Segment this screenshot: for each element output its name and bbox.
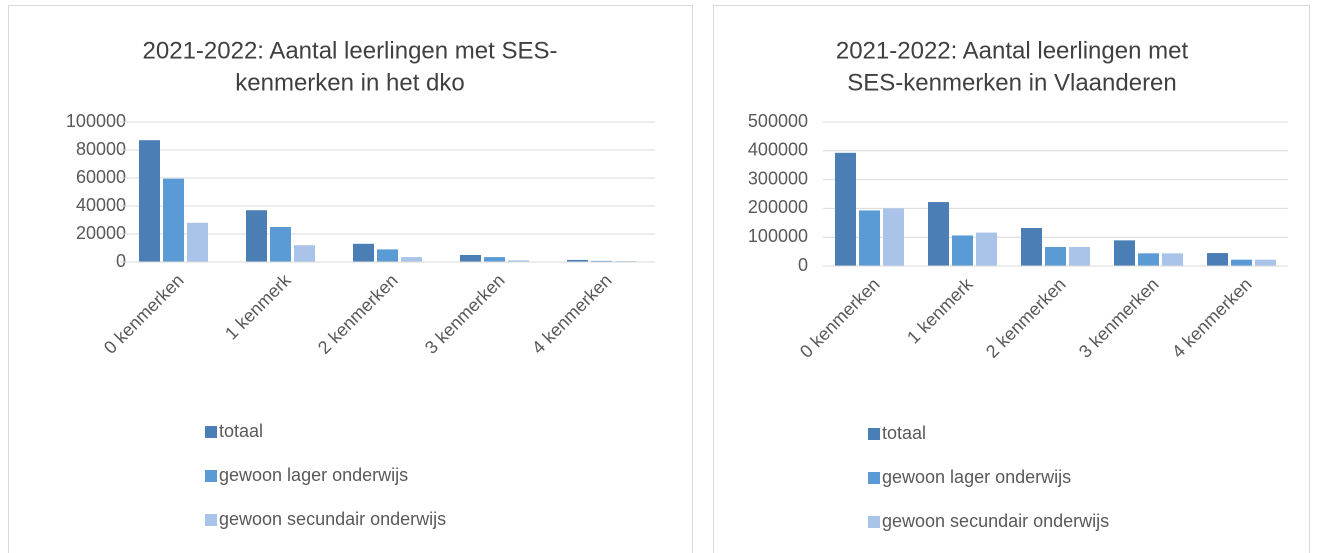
bar bbox=[377, 249, 398, 262]
chart-frame bbox=[8, 5, 693, 553]
y-tick-label: 80000 bbox=[76, 139, 126, 159]
bar bbox=[928, 202, 949, 266]
y-tick-label: 60000 bbox=[76, 167, 126, 187]
y-tick-label: 0 bbox=[116, 251, 126, 271]
bar bbox=[1114, 240, 1135, 266]
y-tick-label: 100000 bbox=[748, 226, 808, 246]
bar bbox=[835, 152, 856, 266]
chart-title: SES-kenmerken in Vlaanderen bbox=[847, 69, 1177, 96]
bar bbox=[952, 235, 973, 266]
y-tick-label: 300000 bbox=[748, 168, 808, 188]
bar bbox=[246, 210, 267, 262]
chart-title: 2021-2022: Aantal leerlingen met bbox=[836, 37, 1189, 64]
bar bbox=[859, 210, 880, 266]
bar bbox=[163, 178, 184, 262]
bar bbox=[1162, 253, 1183, 266]
legend-label: gewoon lager onderwijs bbox=[882, 467, 1071, 487]
bar bbox=[567, 259, 588, 262]
legend-label: gewoon secundair onderwijs bbox=[882, 511, 1109, 531]
bar bbox=[508, 260, 529, 262]
bar bbox=[484, 257, 505, 262]
bar bbox=[1021, 227, 1042, 266]
bar bbox=[1069, 246, 1090, 266]
bar bbox=[187, 222, 208, 262]
bar bbox=[353, 243, 374, 262]
y-tick-label: 200000 bbox=[748, 197, 808, 217]
bar bbox=[270, 227, 291, 262]
legend-label: totaal bbox=[219, 421, 263, 441]
legend-swatch bbox=[205, 426, 217, 438]
bar bbox=[1045, 246, 1066, 266]
chart-frame bbox=[713, 5, 1310, 553]
bar bbox=[1138, 253, 1159, 266]
legend-label: gewoon lager onderwijs bbox=[219, 465, 408, 485]
legend-label: totaal bbox=[882, 423, 926, 443]
legend-swatch bbox=[868, 428, 880, 440]
y-tick-label: 400000 bbox=[748, 140, 808, 160]
y-tick-label: 20000 bbox=[76, 223, 126, 243]
bar bbox=[460, 255, 481, 262]
legend-label: gewoon secundair onderwijs bbox=[219, 509, 446, 529]
bar bbox=[976, 232, 997, 266]
legend-swatch bbox=[205, 514, 217, 526]
y-tick-label: 100000 bbox=[66, 111, 126, 131]
chart-title: kenmerken in het dko bbox=[235, 69, 464, 96]
legend-swatch bbox=[868, 472, 880, 484]
bar bbox=[139, 140, 160, 262]
legend-swatch bbox=[868, 516, 880, 528]
y-tick-label: 500000 bbox=[748, 111, 808, 131]
legend-swatch bbox=[205, 470, 217, 482]
bar bbox=[1231, 259, 1252, 266]
bar bbox=[401, 257, 422, 262]
bar bbox=[591, 260, 612, 262]
bar bbox=[1255, 259, 1276, 266]
bar bbox=[883, 208, 904, 266]
y-tick-label: 40000 bbox=[76, 195, 126, 215]
bar bbox=[1207, 253, 1228, 266]
chart-title: 2021-2022: Aantal leerlingen met SES- bbox=[143, 37, 558, 64]
bar bbox=[294, 245, 315, 262]
y-tick-label: 0 bbox=[798, 255, 808, 275]
